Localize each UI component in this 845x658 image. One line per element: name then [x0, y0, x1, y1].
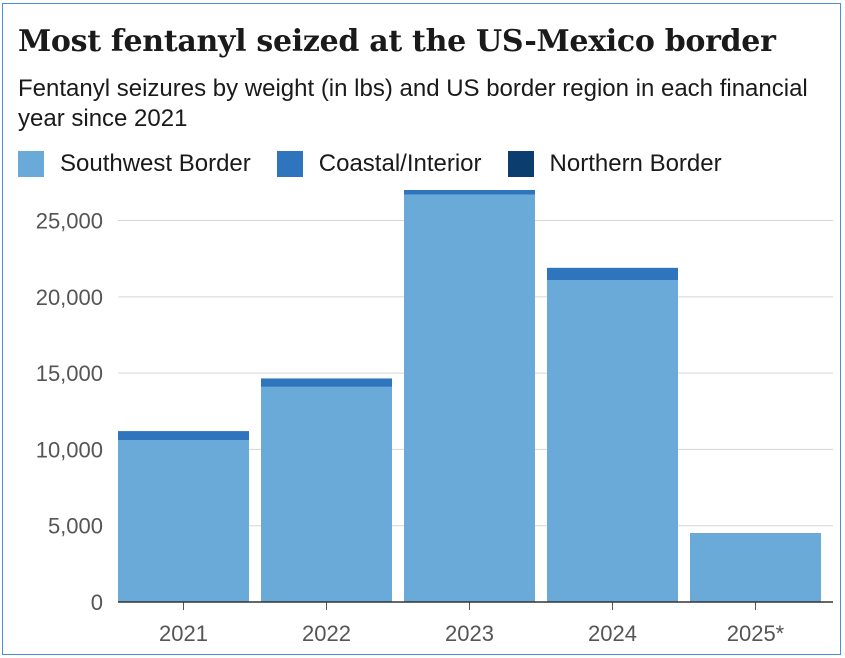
x-tick-label: 2021: [159, 621, 208, 646]
legend-label-northern: Northern Border: [549, 150, 722, 177]
bar-segment-southwest: [261, 386, 392, 602]
bar-segment-southwest: [547, 280, 678, 602]
legend-swatch-southwest: [18, 151, 44, 177]
y-tick-label: 0: [91, 590, 103, 615]
legend: Southwest Border Coastal/Interior Northe…: [18, 150, 748, 178]
legend-label-southwest: Southwest Border: [60, 150, 251, 177]
legend-label-coastal: Coastal/Interior: [318, 150, 482, 177]
legend-item-southwest: Southwest Border: [18, 150, 251, 178]
bar-segment-coastal: [118, 431, 249, 441]
bar-segment-southwest: [118, 440, 249, 602]
legend-swatch-northern: [507, 151, 534, 177]
chart-subtitle: Fentanyl seizures by weight (in lbs) and…: [18, 75, 808, 132]
chart-title: Most fentanyl seized at the US-Mexico bo…: [18, 24, 776, 59]
y-tick-label: 5,000: [48, 514, 103, 539]
bar-segment-southwest: [404, 194, 535, 603]
bar-segment-coastal: [690, 533, 821, 535]
y-tick-label: 10,000: [36, 437, 103, 462]
bar-segment-coastal: [261, 378, 392, 387]
bar-segment-coastal: [547, 267, 678, 281]
legend-swatch-coastal: [276, 151, 303, 177]
x-tick-label: 2024: [588, 621, 637, 646]
bar-segment-southwest: [690, 534, 821, 602]
legend-item-coastal: Coastal/Interior: [276, 150, 482, 178]
y-tick-label: 25,000: [36, 209, 103, 234]
legend-item-northern: Northern Border: [507, 150, 722, 178]
y-tick-label: 20,000: [36, 285, 103, 310]
bar-segment-coastal: [404, 190, 535, 195]
x-tick-label: 2022: [302, 621, 351, 646]
y-tick-label: 15,000: [36, 361, 103, 386]
chart-frame: [2, 3, 841, 655]
x-tick-label: 2023: [445, 621, 494, 646]
x-tick-label: 2025*: [727, 621, 785, 646]
